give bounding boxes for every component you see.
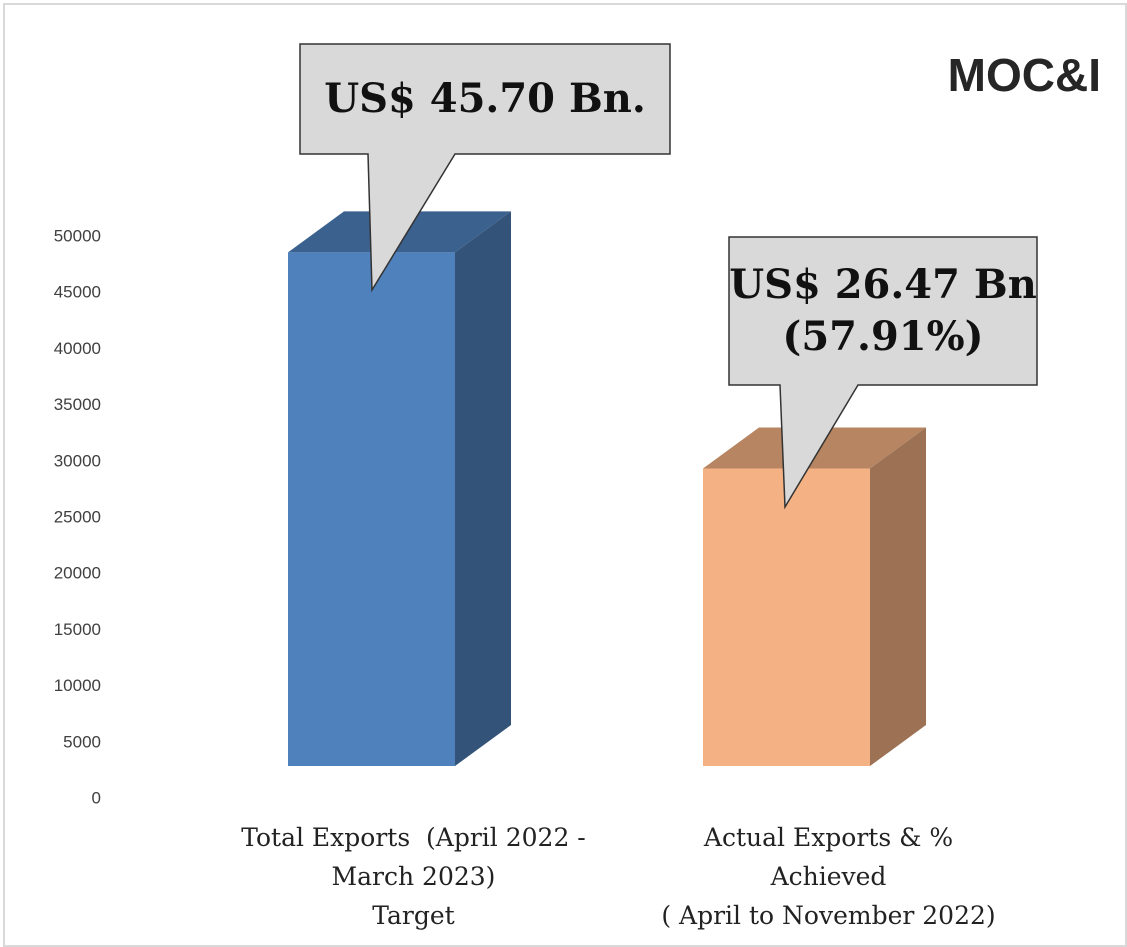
y-tick-label: 40000 [54, 339, 101, 358]
x-tick-label: Actual Exports & % Achieved ( April to N… [661, 823, 996, 930]
y-tick-label: 0 [92, 788, 101, 807]
y-tick-label: 25000 [54, 507, 101, 526]
y-tick-label: 15000 [54, 620, 101, 639]
bar [288, 252, 455, 766]
x-tick-label: Total Exports (April 2022 - March 2023) … [241, 823, 586, 930]
y-tick-label: 20000 [54, 564, 101, 583]
y-tick-label: 50000 [54, 226, 101, 245]
callout-box [299, 43, 671, 293]
bar [703, 468, 870, 766]
data-label: US$ 45.70 Bn. [324, 75, 646, 122]
y-tick-label: 5000 [63, 732, 101, 751]
frame [3, 3, 1127, 947]
bar-side [455, 211, 511, 766]
y-tick-label: 35000 [54, 395, 101, 414]
chart-title: MOC&I [947, 49, 1101, 101]
y-tick-label: 30000 [54, 451, 101, 470]
bar-side [870, 427, 926, 766]
data-label: US$ 26.47 Bn (57.91%) [729, 261, 1037, 360]
y-tick-label: 45000 [54, 283, 101, 302]
callout-box [728, 236, 1038, 510]
y-tick-label: 10000 [54, 676, 101, 695]
